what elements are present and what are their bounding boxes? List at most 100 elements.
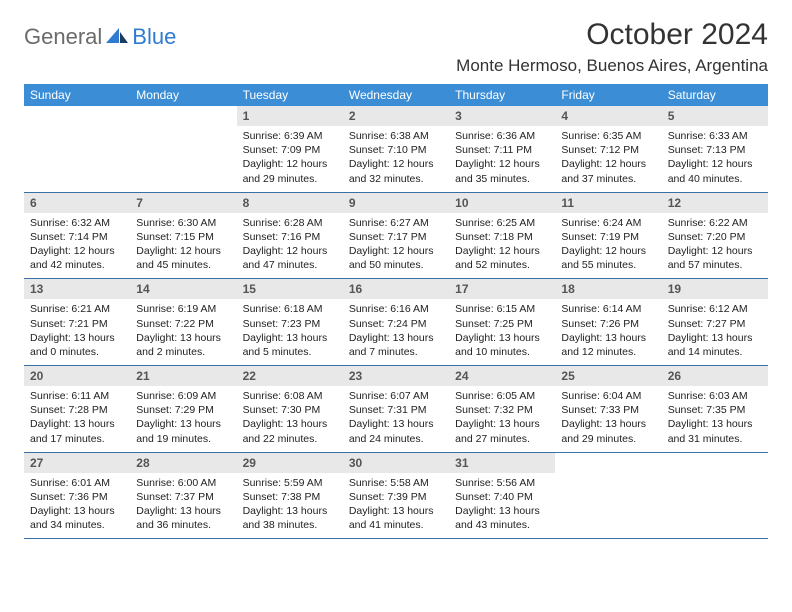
sunrise-line: Sunrise: 6:12 AM bbox=[668, 302, 762, 316]
day-number: 20 bbox=[24, 366, 130, 386]
sunset-line: Sunset: 7:16 PM bbox=[243, 230, 337, 244]
day-number: 10 bbox=[449, 193, 555, 213]
day-details: Sunrise: 6:18 AMSunset: 7:23 PMDaylight:… bbox=[237, 299, 343, 365]
location-text: Monte Hermoso, Buenos Aires, Argentina bbox=[456, 56, 768, 76]
sunrise-line: Sunrise: 6:04 AM bbox=[561, 389, 655, 403]
day-number: 2 bbox=[343, 106, 449, 126]
daylight-line: Daylight: 12 hours and 29 minutes. bbox=[243, 157, 337, 185]
day-number: 21 bbox=[130, 366, 236, 386]
day-details: Sunrise: 5:59 AMSunset: 7:38 PMDaylight:… bbox=[237, 473, 343, 539]
day-cell: 18Sunrise: 6:14 AMSunset: 7:26 PMDayligh… bbox=[555, 279, 661, 365]
sunset-line: Sunset: 7:10 PM bbox=[349, 143, 443, 157]
day-cell: 25Sunrise: 6:04 AMSunset: 7:33 PMDayligh… bbox=[555, 366, 661, 452]
sunset-line: Sunset: 7:28 PM bbox=[30, 403, 124, 417]
month-title: October 2024 bbox=[456, 18, 768, 52]
day-number: 9 bbox=[343, 193, 449, 213]
day-details: Sunrise: 6:16 AMSunset: 7:24 PMDaylight:… bbox=[343, 299, 449, 365]
day-number: 19 bbox=[662, 279, 768, 299]
sunset-line: Sunset: 7:22 PM bbox=[136, 317, 230, 331]
sunrise-line: Sunrise: 6:09 AM bbox=[136, 389, 230, 403]
sunrise-line: Sunrise: 6:27 AM bbox=[349, 216, 443, 230]
day-cell: 17Sunrise: 6:15 AMSunset: 7:25 PMDayligh… bbox=[449, 279, 555, 365]
daylight-line: Daylight: 12 hours and 47 minutes. bbox=[243, 244, 337, 272]
sunset-line: Sunset: 7:27 PM bbox=[668, 317, 762, 331]
day-cell: 13Sunrise: 6:21 AMSunset: 7:21 PMDayligh… bbox=[24, 279, 130, 365]
sunset-line: Sunset: 7:14 PM bbox=[30, 230, 124, 244]
day-details: Sunrise: 6:28 AMSunset: 7:16 PMDaylight:… bbox=[237, 213, 343, 279]
sunrise-line: Sunrise: 6:36 AM bbox=[455, 129, 549, 143]
day-details: Sunrise: 6:07 AMSunset: 7:31 PMDaylight:… bbox=[343, 386, 449, 452]
day-cell: 11Sunrise: 6:24 AMSunset: 7:19 PMDayligh… bbox=[555, 193, 661, 279]
sunset-line: Sunset: 7:25 PM bbox=[455, 317, 549, 331]
sunrise-line: Sunrise: 6:05 AM bbox=[455, 389, 549, 403]
day-details: Sunrise: 6:36 AMSunset: 7:11 PMDaylight:… bbox=[449, 126, 555, 192]
sunrise-line: Sunrise: 5:56 AM bbox=[455, 476, 549, 490]
day-details: Sunrise: 6:11 AMSunset: 7:28 PMDaylight:… bbox=[24, 386, 130, 452]
daylight-line: Daylight: 12 hours and 40 minutes. bbox=[668, 157, 762, 185]
weekday-header-cell: Wednesday bbox=[343, 84, 449, 106]
brand-sail-icon bbox=[106, 26, 128, 49]
daylight-line: Daylight: 13 hours and 27 minutes. bbox=[455, 417, 549, 445]
day-cell: 14Sunrise: 6:19 AMSunset: 7:22 PMDayligh… bbox=[130, 279, 236, 365]
day-cell: 12Sunrise: 6:22 AMSunset: 7:20 PMDayligh… bbox=[662, 193, 768, 279]
sunrise-line: Sunrise: 6:03 AM bbox=[668, 389, 762, 403]
sunset-line: Sunset: 7:26 PM bbox=[561, 317, 655, 331]
day-number: 16 bbox=[343, 279, 449, 299]
day-details: Sunrise: 6:25 AMSunset: 7:18 PMDaylight:… bbox=[449, 213, 555, 279]
day-cell: 8Sunrise: 6:28 AMSunset: 7:16 PMDaylight… bbox=[237, 193, 343, 279]
sunset-line: Sunset: 7:17 PM bbox=[349, 230, 443, 244]
day-number: 4 bbox=[555, 106, 661, 126]
day-number: 23 bbox=[343, 366, 449, 386]
day-cell: 9Sunrise: 6:27 AMSunset: 7:17 PMDaylight… bbox=[343, 193, 449, 279]
daylight-line: Daylight: 12 hours and 50 minutes. bbox=[349, 244, 443, 272]
day-number: 18 bbox=[555, 279, 661, 299]
day-details: Sunrise: 5:56 AMSunset: 7:40 PMDaylight:… bbox=[449, 473, 555, 539]
daylight-line: Daylight: 13 hours and 34 minutes. bbox=[30, 504, 124, 532]
day-number: 7 bbox=[130, 193, 236, 213]
sunset-line: Sunset: 7:09 PM bbox=[243, 143, 337, 157]
day-number: 5 bbox=[662, 106, 768, 126]
weekday-header-cell: Friday bbox=[555, 84, 661, 106]
daylight-line: Daylight: 12 hours and 57 minutes. bbox=[668, 244, 762, 272]
daylight-line: Daylight: 12 hours and 32 minutes. bbox=[349, 157, 443, 185]
daylight-line: Daylight: 13 hours and 24 minutes. bbox=[349, 417, 443, 445]
day-cell: 26Sunrise: 6:03 AMSunset: 7:35 PMDayligh… bbox=[662, 366, 768, 452]
day-details: Sunrise: 6:15 AMSunset: 7:25 PMDaylight:… bbox=[449, 299, 555, 365]
day-details: Sunrise: 6:12 AMSunset: 7:27 PMDaylight:… bbox=[662, 299, 768, 365]
day-cell bbox=[662, 453, 768, 539]
sunrise-line: Sunrise: 6:15 AM bbox=[455, 302, 549, 316]
daylight-line: Daylight: 13 hours and 19 minutes. bbox=[136, 417, 230, 445]
day-details: Sunrise: 6:09 AMSunset: 7:29 PMDaylight:… bbox=[130, 386, 236, 452]
day-number: 22 bbox=[237, 366, 343, 386]
daylight-line: Daylight: 13 hours and 22 minutes. bbox=[243, 417, 337, 445]
daylight-line: Daylight: 13 hours and 29 minutes. bbox=[561, 417, 655, 445]
daylight-line: Daylight: 13 hours and 2 minutes. bbox=[136, 331, 230, 359]
day-cell: 28Sunrise: 6:00 AMSunset: 7:37 PMDayligh… bbox=[130, 453, 236, 539]
day-cell: 1Sunrise: 6:39 AMSunset: 7:09 PMDaylight… bbox=[237, 106, 343, 192]
daylight-line: Daylight: 13 hours and 5 minutes. bbox=[243, 331, 337, 359]
weekday-header-cell: Tuesday bbox=[237, 84, 343, 106]
day-number: 26 bbox=[662, 366, 768, 386]
sunset-line: Sunset: 7:23 PM bbox=[243, 317, 337, 331]
brand-logo: General Blue bbox=[24, 24, 176, 50]
sunset-line: Sunset: 7:40 PM bbox=[455, 490, 549, 504]
day-details: Sunrise: 6:21 AMSunset: 7:21 PMDaylight:… bbox=[24, 299, 130, 365]
day-details: Sunrise: 6:01 AMSunset: 7:36 PMDaylight:… bbox=[24, 473, 130, 539]
day-number: 17 bbox=[449, 279, 555, 299]
day-cell: 15Sunrise: 6:18 AMSunset: 7:23 PMDayligh… bbox=[237, 279, 343, 365]
sunrise-line: Sunrise: 6:07 AM bbox=[349, 389, 443, 403]
sunrise-line: Sunrise: 6:30 AM bbox=[136, 216, 230, 230]
sunset-line: Sunset: 7:36 PM bbox=[30, 490, 124, 504]
sunrise-line: Sunrise: 6:11 AM bbox=[30, 389, 124, 403]
sunset-line: Sunset: 7:37 PM bbox=[136, 490, 230, 504]
day-number: 8 bbox=[237, 193, 343, 213]
day-cell: 31Sunrise: 5:56 AMSunset: 7:40 PMDayligh… bbox=[449, 453, 555, 539]
sunset-line: Sunset: 7:35 PM bbox=[668, 403, 762, 417]
day-details: Sunrise: 6:03 AMSunset: 7:35 PMDaylight:… bbox=[662, 386, 768, 452]
day-cell: 5Sunrise: 6:33 AMSunset: 7:13 PMDaylight… bbox=[662, 106, 768, 192]
sunset-line: Sunset: 7:29 PM bbox=[136, 403, 230, 417]
daylight-line: Daylight: 12 hours and 42 minutes. bbox=[30, 244, 124, 272]
day-number: 29 bbox=[237, 453, 343, 473]
day-details: Sunrise: 6:27 AMSunset: 7:17 PMDaylight:… bbox=[343, 213, 449, 279]
day-cell: 29Sunrise: 5:59 AMSunset: 7:38 PMDayligh… bbox=[237, 453, 343, 539]
